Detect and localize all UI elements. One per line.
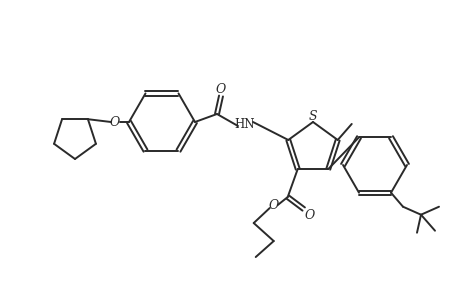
Text: S: S — [308, 110, 317, 122]
Text: O: O — [304, 208, 314, 221]
Text: O: O — [268, 199, 278, 212]
Text: O: O — [215, 82, 226, 95]
Text: O: O — [110, 116, 120, 128]
Text: HN: HN — [234, 118, 255, 130]
